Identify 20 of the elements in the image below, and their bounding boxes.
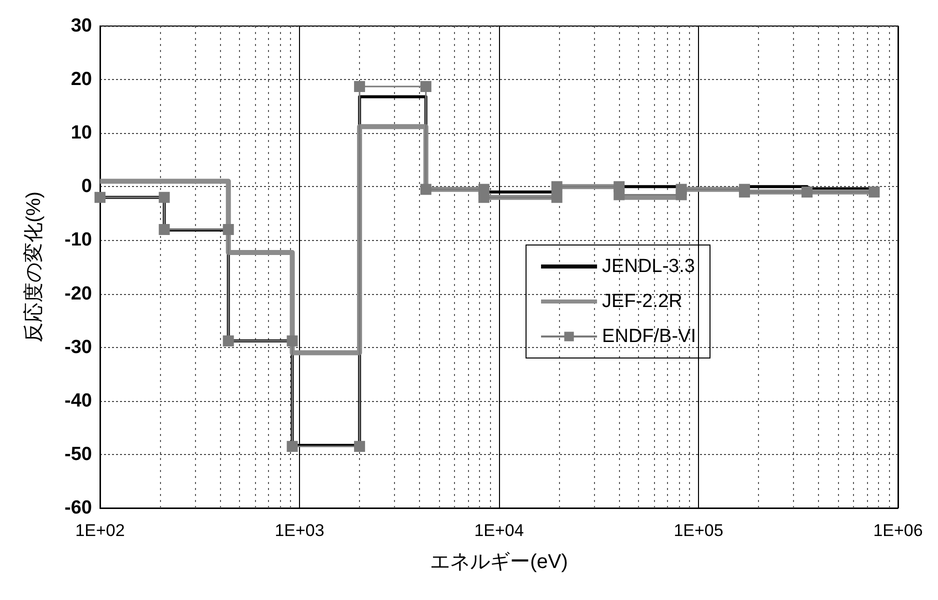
y-tick-label: -30 — [64, 336, 92, 358]
y-tick-label: 0 — [81, 176, 92, 198]
y-tick-label: -40 — [64, 390, 92, 412]
y-tick-label: -20 — [64, 283, 92, 304]
y-tick-label: -50 — [64, 444, 92, 465]
y-axis-title: 反応度の変化(%) — [22, 191, 45, 343]
legend-label: ENDF/B-VI — [602, 326, 696, 347]
y-tick-label: -60 — [64, 498, 92, 518]
legend-label: JEF-2.2R — [602, 291, 682, 312]
x-tick-label: 1E+02 — [75, 521, 125, 540]
y-tick-label: -10 — [64, 230, 92, 251]
x-tick-label: 1E+03 — [274, 521, 324, 540]
y-tick-label: 30 — [70, 16, 92, 36]
x-tick-label: 1E+05 — [674, 521, 724, 540]
x-tick-label: 1E+04 — [474, 521, 524, 540]
y-tick-label: 20 — [70, 69, 92, 90]
x-tick-label: 1E+06 — [873, 521, 923, 540]
y-tick-label: 10 — [70, 122, 92, 144]
legend-label: JENDL-3.3 — [602, 256, 695, 277]
x-axis-title: エネルギー(eV) — [430, 551, 568, 573]
